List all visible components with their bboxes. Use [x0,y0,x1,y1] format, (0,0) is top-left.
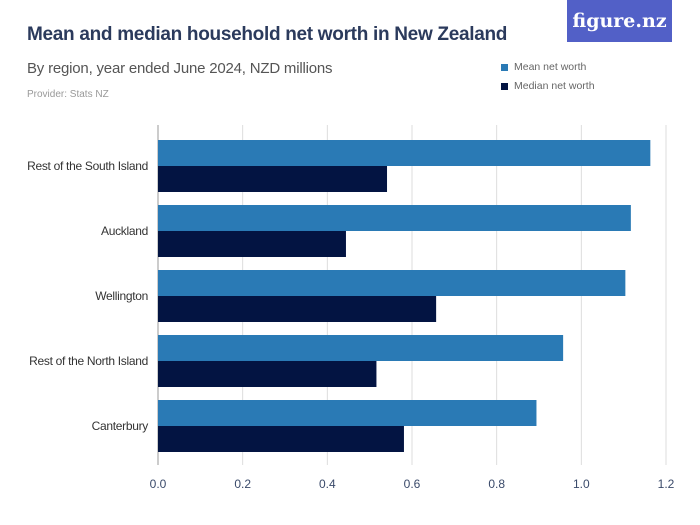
bar-mean [158,400,537,426]
provider-label: Provider: Stats NZ [27,89,109,100]
category-label: Auckland [101,224,148,238]
legend-label-mean: Mean net worth [514,61,587,73]
legend-item-mean: Mean net worth [501,61,586,73]
x-tick-label: 0.2 [234,477,251,491]
legend-swatch-median [501,82,508,90]
bar-mean [158,205,631,231]
x-tick-label: 0.4 [319,477,336,491]
chart-subtitle: By region, year ended June 2024, NZD mil… [27,60,333,77]
x-tick-label: 0.6 [404,477,421,491]
category-label: Canterbury [92,419,149,433]
bar-mean [158,335,564,361]
category-label: Rest of the South Island [27,159,148,173]
x-tick-label: 1.2 [658,477,675,491]
legend-swatch-mean [501,63,508,71]
x-tick-label: 0.8 [488,477,505,491]
figure-nz-logo[interactable]: figure.nz [567,0,672,42]
bar-median [158,296,437,322]
bar-median [158,426,404,452]
x-tick-label: 0.0 [150,477,167,491]
category-label: Wellington [95,289,148,303]
bar-median [158,166,388,192]
legend-item-median: Median net worth [501,80,595,92]
chart-title: Mean and median household net worth in N… [27,24,508,45]
bar-mean [158,270,626,296]
x-tick-label: 1.0 [573,477,590,491]
bar-median [158,361,377,387]
bar-median [158,231,346,257]
category-label: Rest of the North Island [29,354,148,368]
bar-mean [158,140,651,166]
legend-label-median: Median net worth [514,80,595,92]
